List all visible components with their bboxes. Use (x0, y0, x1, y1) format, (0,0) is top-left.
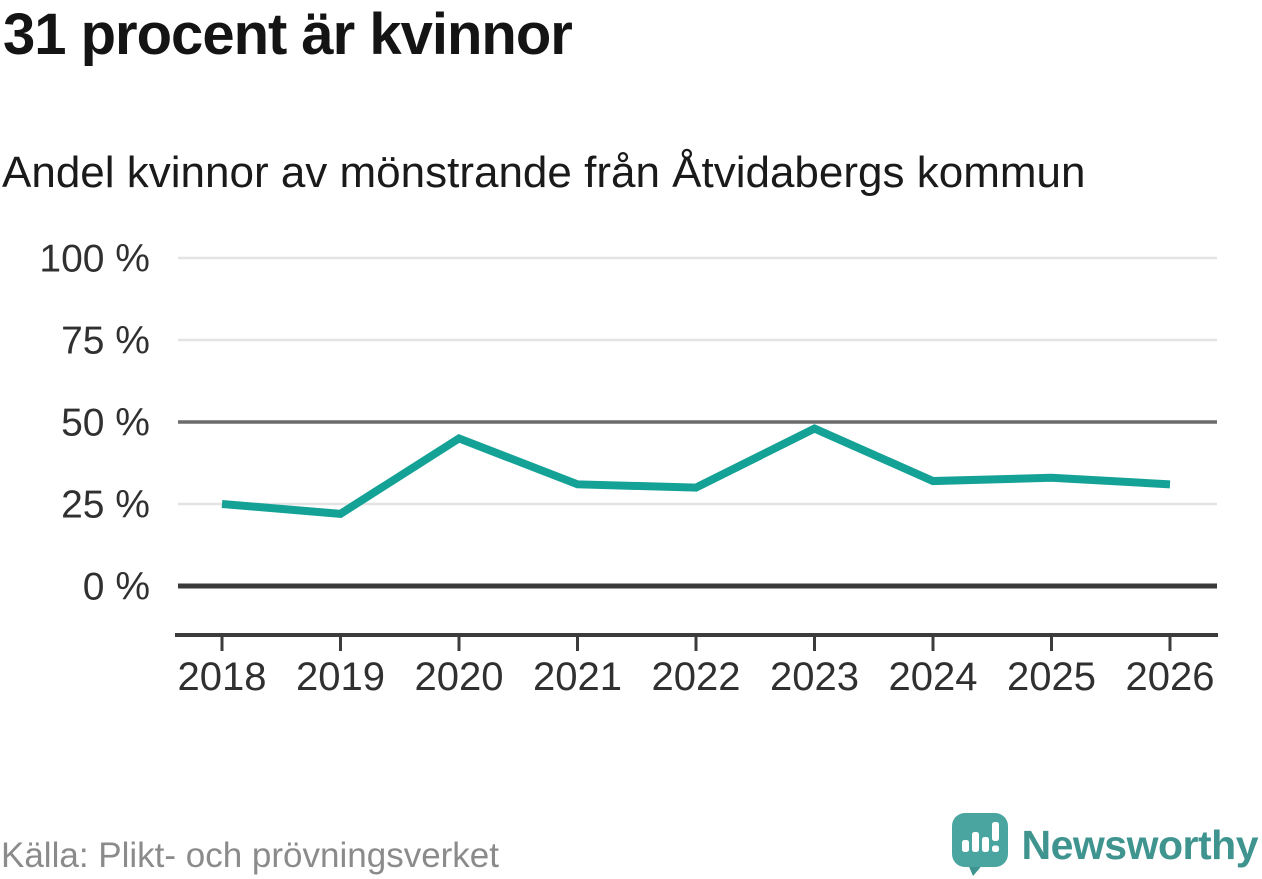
brand-lockup: Newsworthy (951, 812, 1259, 878)
y-tick-label-0: 0 % (83, 566, 150, 609)
logo-bar-3 (981, 837, 989, 852)
chart-title: 31 procent är kvinnor (3, 2, 573, 67)
source-note: Källa: Plikt- och prövningsverket (1, 836, 499, 875)
x-tick-label-2026: 2026 (1126, 655, 1215, 699)
y-tick-label-100: 100 % (39, 238, 150, 281)
x-tick-label-2021: 2021 (533, 655, 622, 699)
x-tick-label-2019: 2019 (296, 655, 385, 699)
x-tick-label-2018: 2018 (178, 655, 267, 699)
newsworthy-logo-icon (951, 813, 1008, 876)
y-tick-label-25: 25 % (61, 484, 150, 527)
logo-bar-1 (961, 840, 969, 852)
x-tick-label-2020: 2020 (415, 655, 504, 699)
y-tick-label-50: 50 % (61, 402, 150, 445)
x-tick-label-2025: 2025 (1007, 655, 1096, 699)
logo-exclamation-dot (991, 845, 999, 852)
brand-wordmark: Newsworthy (1021, 821, 1259, 868)
x-tick-label-2022: 2022 (652, 655, 741, 699)
logo-bar-2 (971, 832, 979, 852)
y-tick-label-75: 75 % (61, 320, 150, 363)
x-tick-label-2023: 2023 (770, 655, 859, 699)
series-line-andel-kvinnor (221, 424, 1171, 518)
logo-bubble (951, 813, 1008, 867)
logo-exclamation-bar (991, 822, 999, 841)
x-tick-label-2024: 2024 (889, 655, 978, 699)
chart-subtitle: Andel kvinnor av mönstrande från Åtvidab… (2, 148, 1086, 197)
